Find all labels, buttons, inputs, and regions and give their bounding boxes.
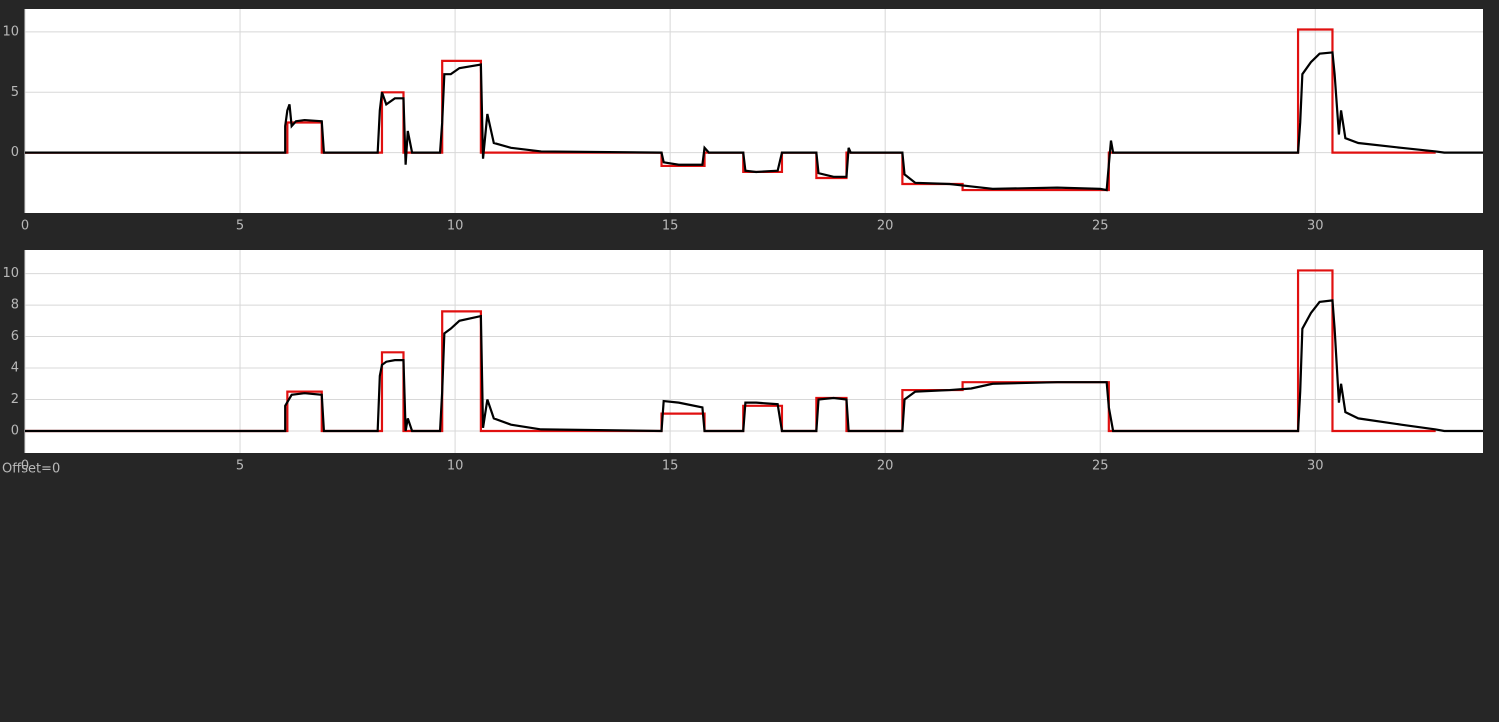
offset-label: Offset=0: [2, 462, 60, 477]
plot-area: [25, 9, 1483, 213]
y-tick-label: 10: [2, 24, 19, 39]
series-line: [25, 299, 1483, 433]
plot: 0 2 4 6 8 10 0 5 10 15 20 25 30: [2, 250, 1483, 474]
plot-area: [25, 250, 1483, 453]
x-tick-label: 0: [21, 459, 29, 474]
y-tick-label: 0: [11, 145, 19, 160]
x-tick-label: 30: [1307, 219, 1324, 234]
x-tick-label: 30: [1307, 459, 1324, 474]
x-tick-label: 5: [236, 459, 244, 474]
x-tick-label: 0: [21, 219, 29, 234]
x-tick-label: 25: [1092, 219, 1109, 234]
y-tick-label: 10: [2, 266, 19, 281]
y-tick-label: 5: [11, 85, 19, 100]
x-tick-label: 10: [447, 459, 464, 474]
y-tick-label: 2: [11, 392, 19, 407]
y-tick-label: 0: [11, 423, 19, 438]
x-tick-label: 10: [447, 219, 464, 234]
x-tick-label: 25: [1092, 459, 1109, 474]
x-tick-label: 5: [236, 219, 244, 234]
series-line: [25, 51, 1483, 192]
y-tick-label: 6: [11, 329, 19, 344]
x-tick-label: 20: [877, 219, 894, 234]
y-tick-label: 8: [11, 298, 19, 313]
x-tick-label: 20: [877, 459, 894, 474]
y-tick-label: 4: [11, 361, 19, 376]
x-tick-label: 15: [662, 459, 679, 474]
x-tick-label: 15: [662, 219, 679, 234]
plot: 0 5 10 0 5 10 15 20 25 30: [2, 9, 1483, 234]
